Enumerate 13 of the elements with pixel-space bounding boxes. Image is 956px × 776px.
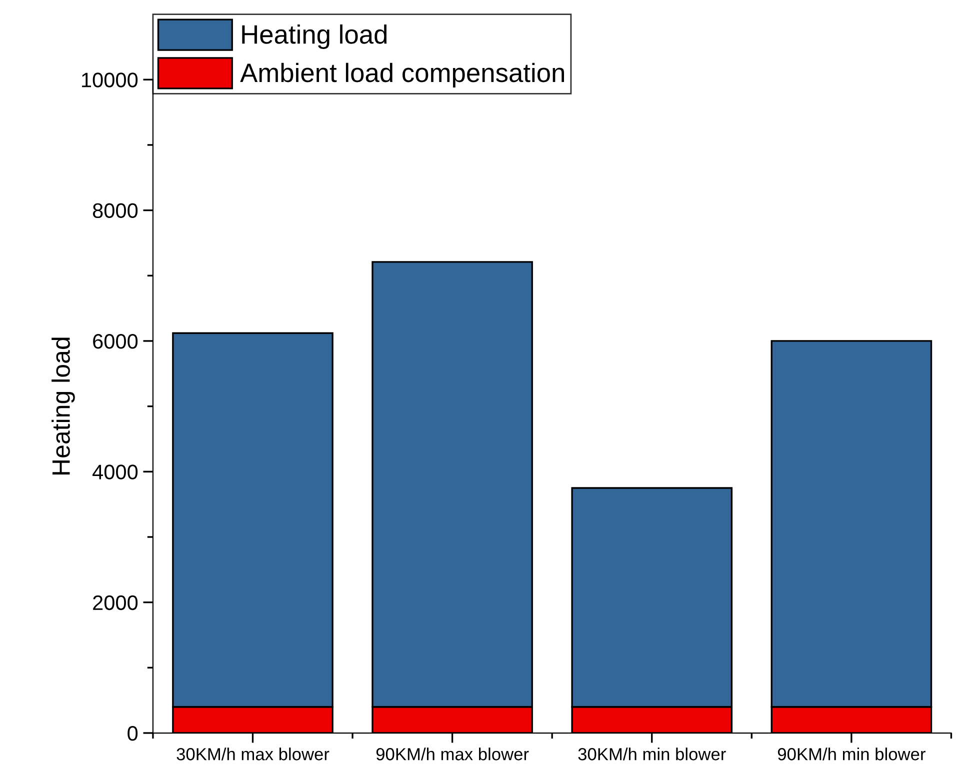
legend-label: Heating load	[242, 24, 387, 50]
y-tick-label: 0	[128, 726, 138, 741]
y-tick-label: 4000	[92, 464, 138, 480]
y-tick-label: 10000	[82, 72, 138, 88]
y-axis-title: Heating load	[52, 338, 75, 474]
y-tick-label: 2000	[93, 595, 138, 610]
x-tick-label: 90KM/h min blower	[778, 748, 926, 760]
y-tick-label: 6000	[93, 334, 138, 349]
y-tick-label: 8000	[92, 203, 138, 218]
x-tick-label: 30KM/h max blower	[176, 748, 330, 760]
legend-label: Ambient load compensation	[240, 62, 564, 88]
x-tick-label: 90KM/h max blower	[376, 748, 529, 760]
x-tick-label: 30KM/h min blower	[578, 748, 726, 760]
